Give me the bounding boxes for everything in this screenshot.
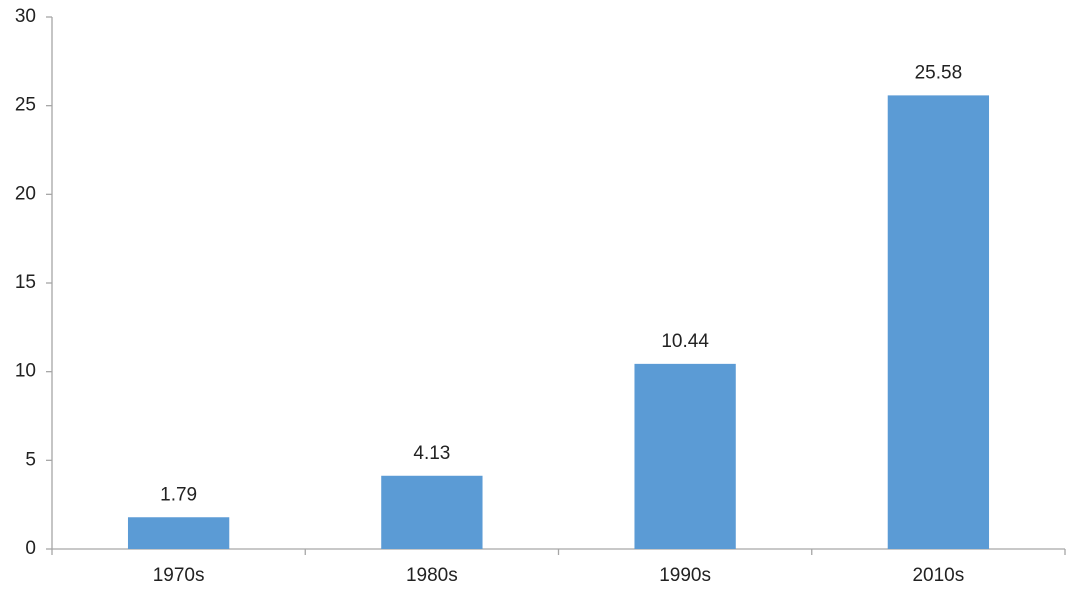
bar (887, 95, 990, 549)
bar (634, 363, 736, 549)
value-label: 10.44 (661, 331, 709, 352)
y-tick-label: 0 (25, 538, 36, 559)
value-label: 4.13 (413, 443, 450, 464)
y-tick-label: 25 (15, 95, 36, 116)
y-tick-label: 5 (25, 449, 36, 470)
y-tick-label: 10 (15, 361, 36, 382)
x-tick-label: 1970s (153, 565, 205, 586)
y-tick-label: 30 (15, 6, 36, 27)
bar (127, 517, 230, 549)
y-tick-label: 20 (15, 183, 36, 204)
x-tick-label: 2010s (912, 565, 964, 586)
x-tick-label: 1980s (406, 565, 458, 586)
bar (381, 475, 483, 549)
value-label: 25.58 (915, 62, 963, 83)
value-label: 1.79 (160, 484, 197, 505)
y-tick-label: 15 (15, 272, 36, 293)
x-tick-label: 1990s (659, 565, 711, 586)
